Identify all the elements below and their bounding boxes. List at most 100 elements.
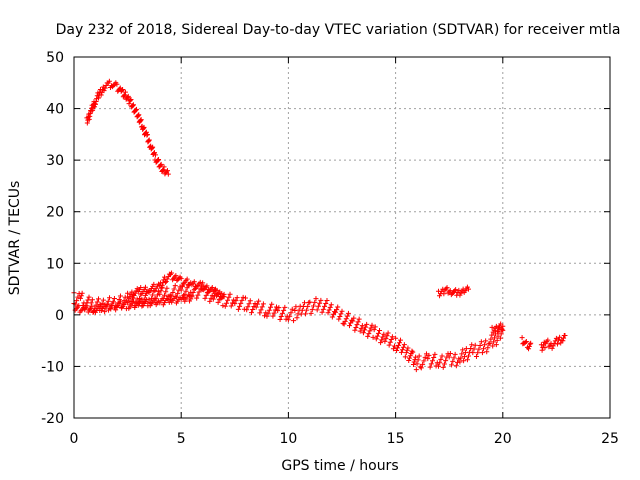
data-point xyxy=(138,117,144,123)
data-point xyxy=(300,304,306,310)
data-point xyxy=(268,304,274,310)
data-point xyxy=(158,161,164,167)
data-point xyxy=(481,346,487,352)
data-point xyxy=(220,293,226,299)
data-point xyxy=(204,283,210,289)
data-point xyxy=(101,88,107,94)
data-point xyxy=(343,316,349,322)
data-point xyxy=(526,346,532,352)
data-point xyxy=(289,306,295,312)
data-point xyxy=(333,309,339,315)
data-point xyxy=(453,287,459,293)
data-point xyxy=(356,316,362,322)
data-point xyxy=(189,294,195,300)
data-point xyxy=(373,336,379,342)
data-point xyxy=(389,334,395,340)
data-point xyxy=(277,316,283,322)
data-point xyxy=(337,314,343,320)
data-point xyxy=(258,307,264,313)
data-point xyxy=(130,102,136,108)
data-point xyxy=(217,289,223,295)
data-point xyxy=(327,304,333,310)
y-tick-label: 40 xyxy=(46,102,64,118)
data-point xyxy=(353,324,359,330)
data-point xyxy=(314,307,320,313)
grid-lines xyxy=(74,57,610,418)
data-point xyxy=(358,325,364,331)
data-point xyxy=(453,363,459,369)
data-point xyxy=(404,347,410,353)
data-point xyxy=(96,296,102,302)
data-point xyxy=(102,85,108,91)
data-point xyxy=(191,279,197,285)
data-point xyxy=(416,353,422,359)
data-point xyxy=(542,345,548,351)
data-point xyxy=(226,294,232,300)
data-point xyxy=(311,303,317,309)
data-point xyxy=(403,350,409,356)
data-point xyxy=(401,342,407,348)
data-point xyxy=(207,298,213,304)
data-point xyxy=(388,337,394,343)
data-point xyxy=(338,311,344,317)
data-point xyxy=(451,355,457,361)
data-point xyxy=(136,112,142,118)
data-point xyxy=(137,295,143,301)
data-point xyxy=(464,357,470,363)
data-point xyxy=(562,332,568,338)
data-point xyxy=(121,93,127,99)
data-point xyxy=(125,290,131,296)
data-point xyxy=(472,342,478,348)
data-point xyxy=(494,328,500,334)
data-point xyxy=(422,354,428,360)
data-point xyxy=(254,301,260,307)
data-point xyxy=(85,297,91,303)
data-point xyxy=(288,310,294,316)
data-point xyxy=(220,303,226,309)
data-point xyxy=(132,290,138,296)
data-point xyxy=(526,343,532,349)
data-point xyxy=(110,299,116,305)
data-point xyxy=(383,336,389,342)
data-point xyxy=(175,291,181,297)
data-point xyxy=(119,87,125,93)
data-point xyxy=(161,164,167,170)
data-point xyxy=(75,294,81,300)
data-point xyxy=(493,342,499,348)
data-point xyxy=(350,318,356,324)
data-point xyxy=(133,106,139,112)
data-point xyxy=(489,324,495,330)
data-point xyxy=(79,290,85,296)
data-point xyxy=(432,351,438,357)
data-point xyxy=(484,349,490,355)
data-point xyxy=(317,300,323,306)
data-point xyxy=(477,342,483,348)
data-point xyxy=(322,303,328,309)
data-point xyxy=(77,295,83,301)
x-tick-label: 20 xyxy=(494,431,512,447)
data-point xyxy=(239,297,245,303)
data-point xyxy=(125,94,131,100)
data-point xyxy=(368,325,374,331)
data-point xyxy=(150,144,156,150)
data-point xyxy=(130,102,136,108)
data-point xyxy=(393,335,399,341)
data-point xyxy=(238,300,244,306)
data-point xyxy=(461,358,467,364)
data-point xyxy=(222,303,228,309)
data-point xyxy=(164,276,170,282)
data-point xyxy=(336,316,342,322)
data-point xyxy=(363,324,369,330)
data-point xyxy=(131,293,137,299)
data-point xyxy=(138,284,144,290)
data-point xyxy=(251,304,257,310)
data-point xyxy=(157,162,163,168)
data-point xyxy=(253,304,259,310)
data-point xyxy=(483,338,489,344)
data-point xyxy=(94,299,100,305)
data-point xyxy=(396,342,402,348)
data-point xyxy=(450,358,456,364)
data-point xyxy=(96,95,102,101)
data-point xyxy=(440,364,446,370)
data-point xyxy=(276,305,282,311)
